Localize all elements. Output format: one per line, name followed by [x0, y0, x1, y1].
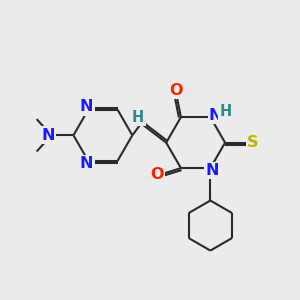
Text: O: O [151, 167, 164, 182]
Text: N: N [209, 108, 222, 123]
Text: N: N [80, 156, 93, 171]
Text: H: H [220, 104, 232, 119]
Text: N: N [205, 163, 219, 178]
Text: S: S [247, 135, 259, 150]
Text: H: H [132, 110, 144, 124]
Text: N: N [80, 99, 93, 114]
Text: O: O [170, 83, 183, 98]
Text: N: N [41, 128, 55, 143]
